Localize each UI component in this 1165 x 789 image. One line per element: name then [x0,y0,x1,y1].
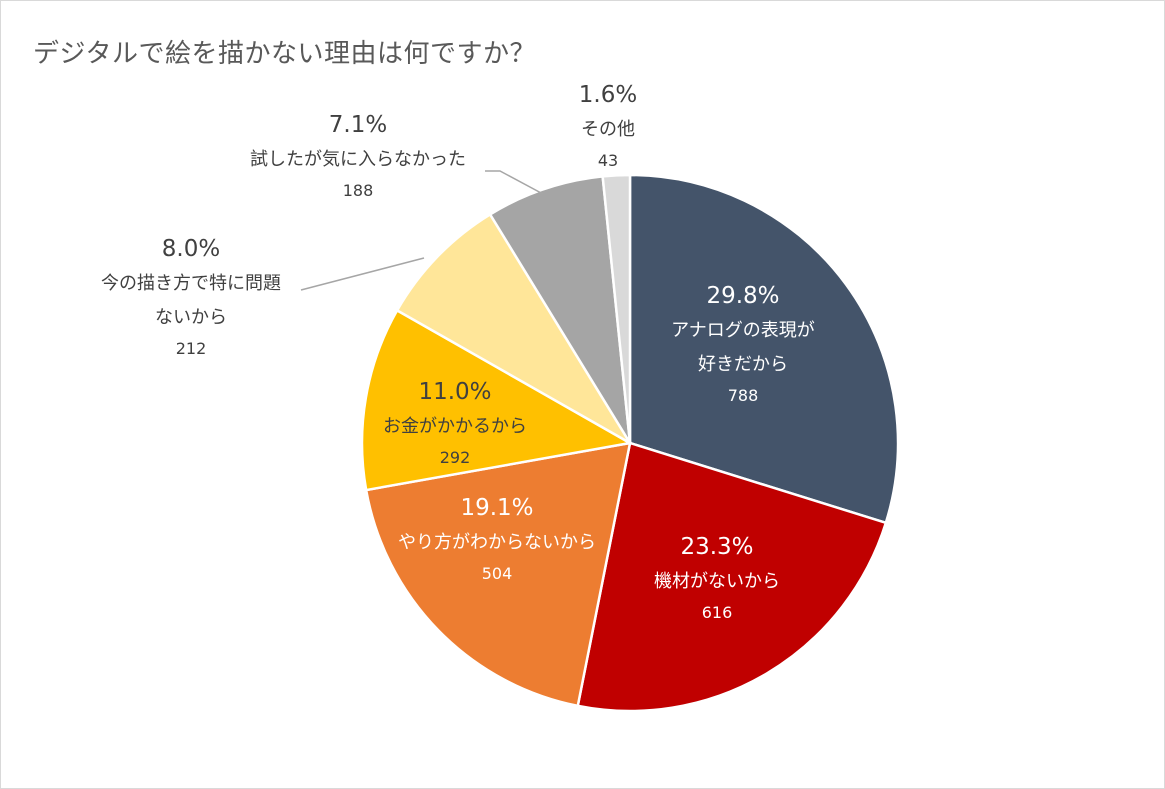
data-label-3: 19.1% やり方がわからないから 504 [398,495,596,583]
pct-label: 23.3% [680,534,753,560]
pct-label: 7.1% [329,112,387,138]
pie-slices [360,173,900,713]
pct-label: 19.1% [460,495,533,521]
count-label: 188 [343,181,374,200]
data-label-4: 11.0% お金がかかるから 292 [383,379,527,467]
pct-label: 11.0% [418,379,491,405]
pct-label: 8.0% [162,236,220,262]
category-label: 好きだから [698,354,788,375]
pie-slice-7 [601,173,632,444]
category-label: アナログの表現が [671,320,815,341]
pie-slice-6 [488,175,632,444]
category-label: やり方がわからないから [398,532,596,553]
pie-slice-4 [360,308,634,492]
pie-slice-5 [395,212,632,445]
count-label: 212 [176,339,207,358]
count-label: 788 [728,386,759,405]
count-label: 504 [482,564,513,583]
category-label: その他 [581,119,635,140]
data-label-6: 7.1% 試したが気に入らなかった 188 [250,112,466,200]
category-label: 機材がないから [654,571,780,592]
count-label: 292 [440,448,471,467]
count-label: 43 [598,151,618,170]
category-label: 試したが気に入らなかった [250,149,466,170]
pct-label: 1.6% [579,82,637,108]
pct-label: 29.8% [706,283,779,309]
pie-slice-2 [576,441,888,713]
category-label: お金がかかるから [383,416,527,437]
data-label-2: 23.3% 機材がないから 616 [654,534,780,622]
category-label: ないから [155,307,227,328]
leader-line-5 [300,257,425,291]
pie-slice-3 [364,441,632,708]
leader-line-6 [485,170,544,195]
count-label: 616 [702,603,733,622]
data-label-7: 1.6% その他 43 [579,82,637,170]
chart-title: デジタルで絵を描かない理由は何ですか？ [33,39,536,69]
category-label: 今の描き方で特に問題 [101,273,281,294]
pie-slice-1 [628,173,900,525]
